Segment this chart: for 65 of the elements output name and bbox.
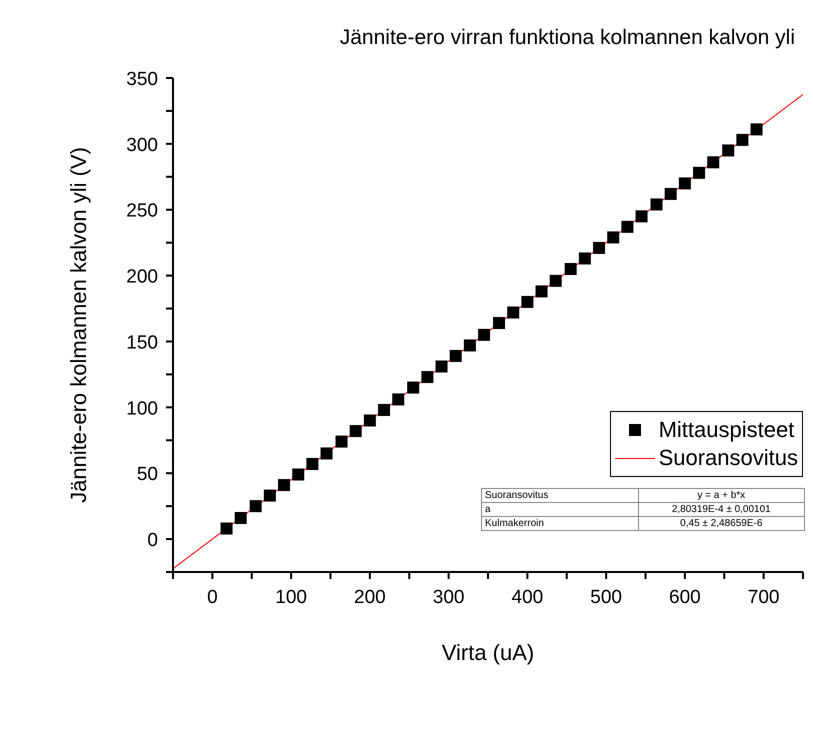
annotation: a (482, 502, 638, 516)
y-tick-label: 50 (136, 464, 158, 486)
point (336, 436, 348, 448)
annotation: y = a + b*x (638, 488, 804, 502)
point (550, 274, 562, 287)
x-tick-label: 100 (275, 587, 307, 608)
point (664, 188, 677, 200)
y-tick-label: 250 (126, 200, 158, 222)
x-tick-label: 600 (669, 587, 701, 608)
point (364, 414, 376, 427)
point (378, 404, 390, 416)
x-tick-label: 500 (590, 587, 622, 608)
y-tick-label: 300 (126, 134, 158, 156)
legend-label: Suoransovitus (658, 445, 798, 471)
point (536, 285, 548, 298)
point (521, 296, 534, 308)
x-tick-label: 200 (354, 587, 386, 608)
point (407, 382, 420, 394)
legend-label: Mittauspisteet (658, 417, 794, 443)
x-axis-title: Virta (uA) (442, 640, 534, 665)
point (436, 360, 448, 372)
point (607, 231, 620, 244)
point (693, 166, 706, 179)
x-tick-label: 0 (207, 587, 218, 608)
point (678, 177, 691, 190)
chart-title: Jännite-ero virran funktiona kolmannen kalvon yli (340, 26, 795, 50)
point (350, 425, 362, 438)
point (736, 134, 748, 146)
y-tick-label: 100 (126, 398, 158, 420)
point (507, 306, 520, 318)
point (578, 252, 591, 264)
x-tick-label: 300 (432, 587, 464, 608)
point (292, 468, 304, 481)
annotation: Kulmakerroin (482, 516, 638, 530)
annotation: 0,45 ± 2,48659E-6 (638, 516, 804, 530)
point (450, 350, 462, 362)
point (421, 371, 434, 384)
point (750, 123, 763, 136)
annotation: Suoransovitus (482, 488, 638, 502)
point (707, 156, 720, 168)
x-tick-label: 700 (748, 587, 780, 608)
point (250, 500, 262, 512)
point (636, 210, 648, 222)
point (478, 328, 490, 341)
point (278, 479, 290, 492)
y-tick-label: 200 (126, 266, 158, 288)
point (564, 263, 577, 276)
point (464, 339, 476, 352)
y-tick-label: 350 (126, 69, 158, 90)
point (722, 144, 734, 156)
point (593, 242, 606, 254)
annotation: 2,80319E-4 ± 0,00101 (638, 502, 804, 516)
y-tick-label: 0 (147, 530, 158, 552)
point (234, 512, 247, 524)
point (650, 198, 663, 210)
point (392, 393, 404, 406)
point (493, 317, 506, 330)
point (306, 458, 318, 470)
point (621, 220, 634, 233)
point (264, 490, 276, 502)
y-tick-label: 150 (126, 332, 158, 354)
point (220, 522, 233, 535)
y-axis-title: Jännite-ero kolmannen kalvon yli (V) (66, 147, 91, 503)
x-tick-label: 400 (512, 587, 544, 608)
point (320, 447, 333, 460)
